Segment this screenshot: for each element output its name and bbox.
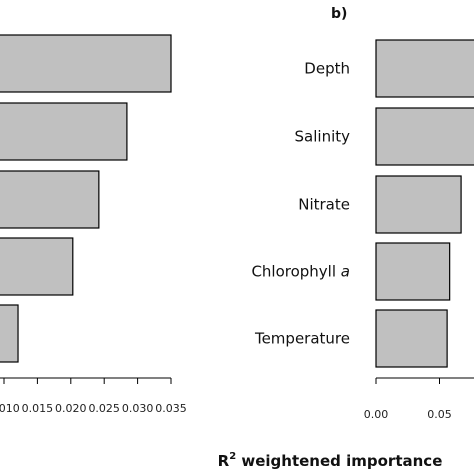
panel-b-bar-chlorophyll-a <box>375 242 451 301</box>
panel-a-x-tick-label-3: 0.020 <box>55 402 87 415</box>
panel-b-bar-depth <box>375 39 474 98</box>
x-axis-title-superscript: 2 <box>229 451 236 462</box>
panel-b-category-label-5: Temperature <box>254 330 350 348</box>
panel-a-x-tick-label-1: 0.010 <box>0 402 20 415</box>
panel-b-category-label-1: Depth <box>304 60 350 78</box>
panel-b-bar-salinity <box>375 107 474 166</box>
panel-b-category-text-2: Salinity <box>295 128 351 146</box>
panel-b-category-label-3: Nitrate <box>298 196 350 214</box>
panel-b-bar-nitrate <box>375 175 462 234</box>
panel-a-bar-1 <box>0 34 172 93</box>
panel-b-category-text-4: Chlorophyll <box>251 263 340 281</box>
panel-a-bar-4 <box>0 237 74 296</box>
panel-a-bar-2 <box>0 102 128 161</box>
panel-b-category-label-4: Chlorophyll a <box>251 263 350 281</box>
panel-a-bar-3 <box>0 170 100 229</box>
x-axis-title-rest: weightened importance <box>236 452 442 470</box>
x-axis-title-base: R <box>218 452 230 470</box>
panel-b-category-text-3: Nitrate <box>298 196 350 214</box>
panel-b-category-text-1: Depth <box>304 60 350 78</box>
panel-b-x-tick-label-2: 0.05 <box>427 408 452 421</box>
panel-a-x-tick-label-5: 0.030 <box>122 402 154 415</box>
panel-b-x-tick-label-1: 0.00 <box>364 408 389 421</box>
panel-a-x-tick-label-4: 0.025 <box>88 402 120 415</box>
panel-a-x-tick-label-6: 0.035 <box>155 402 187 415</box>
panel-b-category-text-5: Temperature <box>254 330 350 348</box>
panel-b-bar-temperature <box>375 309 448 368</box>
panel-b-category-label-2: Salinity <box>295 128 351 146</box>
x-axis-title: R2 weightened importance <box>218 451 443 470</box>
panel-a-x-tick-label-2: 0.015 <box>22 402 54 415</box>
panel-b-category-italic-4: a <box>341 263 350 281</box>
panel-b-label: b) <box>331 6 347 22</box>
panel-b: b) Depth Salinity Nitrate Chlorophyll a Tempe… <box>251 6 474 421</box>
panel-a-bar-5 <box>0 304 19 363</box>
